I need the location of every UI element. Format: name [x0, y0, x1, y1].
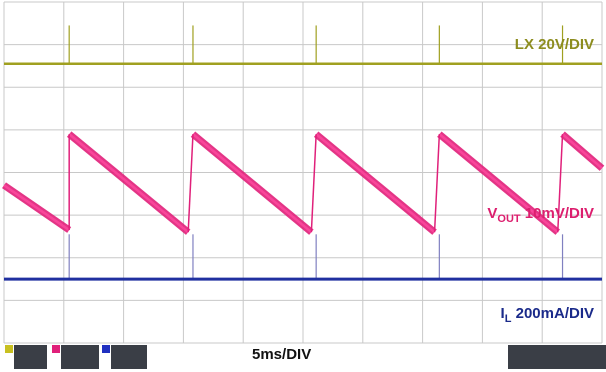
- vout-ramp-core: [315, 133, 436, 234]
- waveform-plot: [2, 1, 605, 344]
- il-channel-label: IL 200mA/DIV: [500, 305, 594, 325]
- il-label-prefix: I: [500, 305, 505, 322]
- vout-step: [187, 134, 194, 233]
- vout-ramp-core: [438, 133, 559, 234]
- lx-channel-label: LX 20V/DIV: [515, 36, 594, 53]
- channel-3-swatch: [102, 345, 110, 353]
- timebase-label: 5ms/DIV: [252, 346, 312, 363]
- vout-label-prefix: V: [487, 205, 498, 222]
- channel-3-readout-panel: [111, 345, 147, 369]
- vout-label-scale: 10mV/DIV: [520, 205, 594, 222]
- vout-ramp-core: [3, 184, 70, 232]
- channel-1-readout-panel: [14, 345, 47, 369]
- channel-2-readout-panel: [61, 345, 99, 369]
- channel-2-swatch: [52, 345, 60, 353]
- channel-2-readout: [52, 345, 99, 369]
- channel-3-readout: [102, 345, 147, 369]
- lx-label-text: LX 20V/DIV: [514, 36, 594, 53]
- vout-step: [310, 134, 317, 233]
- il-label-scale: 200mA/DIV: [511, 305, 594, 322]
- vout-channel-label: VOUT 10mV/DIV: [487, 205, 594, 225]
- lx-trace: [4, 25, 602, 66]
- vout-label-subscript: OUT: [497, 213, 521, 225]
- vout-ramp-core: [192, 133, 313, 234]
- il-trace: [4, 234, 602, 281]
- vout-step: [433, 134, 441, 233]
- vout-ramp-core: [561, 133, 603, 170]
- il-label-subscript: L: [504, 313, 512, 325]
- acquisition-status-panel: [508, 345, 606, 369]
- channel-1-readout: [5, 345, 47, 369]
- vout-step: [556, 134, 564, 233]
- vout-ramp-core: [68, 133, 189, 234]
- vout-trace: [2, 131, 605, 235]
- grid: [3, 1, 603, 344]
- channel-1-swatch: [5, 345, 13, 353]
